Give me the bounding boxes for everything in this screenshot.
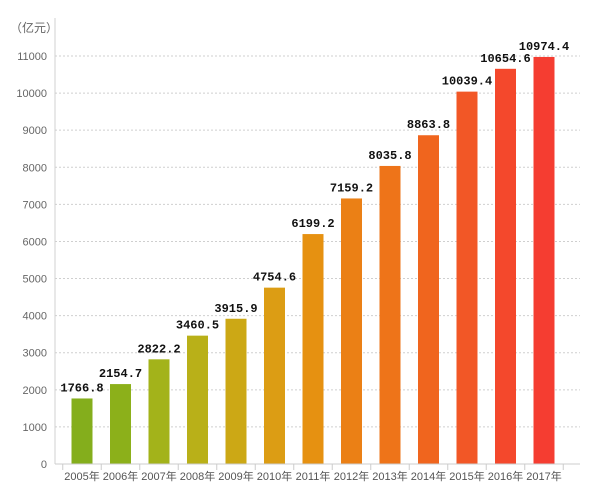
data-label: 10039.4 xyxy=(442,75,492,89)
y-tick-label: 2000 xyxy=(23,385,47,397)
x-tick-label: 2008年 xyxy=(180,469,215,483)
data-label: 3460.5 xyxy=(176,319,219,333)
data-label: 6199.2 xyxy=(291,217,334,231)
data-label: 1766.8 xyxy=(60,381,103,395)
y-tick-label: 1000 xyxy=(23,422,47,434)
y-tick-label: 10000 xyxy=(16,88,47,100)
bar xyxy=(264,287,285,464)
bar xyxy=(379,165,401,464)
y-tick-label: 0 xyxy=(41,459,47,471)
data-label: 2822.2 xyxy=(137,342,180,356)
bars xyxy=(71,56,555,465)
y-tick-label: 9000 xyxy=(23,125,47,137)
grid-lines xyxy=(55,55,580,428)
bar xyxy=(456,91,478,465)
y-tick-label: 7000 xyxy=(23,199,47,211)
y-tick-label: 8000 xyxy=(23,162,47,174)
bar xyxy=(187,335,208,464)
x-tick-label: 2005年 xyxy=(64,469,99,483)
data-label: 2154.7 xyxy=(99,367,142,381)
data-label: 10974.4 xyxy=(519,40,569,54)
x-tick-label: 2012年 xyxy=(334,469,369,483)
y-tick-label: 6000 xyxy=(23,236,47,248)
x-tick-label: 2006年 xyxy=(103,469,138,483)
y-tick-label: 4000 xyxy=(23,311,47,323)
x-tick-label: 2013年 xyxy=(372,469,407,483)
x-axis: 2005年 2006年 2007年 2008年 2009年 2010年 2011年 2012年… xyxy=(55,463,580,483)
data-label: 7159.2 xyxy=(330,181,373,195)
bar xyxy=(110,384,131,464)
x-tick-label: 2016年 xyxy=(488,469,523,483)
bar xyxy=(148,359,170,464)
y-tick-label: 3000 xyxy=(23,348,47,360)
x-tick-label: 2014年 xyxy=(411,469,446,483)
bar xyxy=(225,318,247,464)
bar xyxy=(302,234,324,464)
y-tick-label: 5000 xyxy=(23,274,47,286)
x-tick-label: 2015年 xyxy=(449,469,484,483)
data-label: 4754.6 xyxy=(253,271,296,285)
x-tick-label: 2007年 xyxy=(141,469,176,483)
data-label: 8035.8 xyxy=(368,149,411,163)
bar xyxy=(341,198,362,464)
bar xyxy=(495,68,516,464)
y-tick-label: 11000 xyxy=(17,51,47,63)
x-tick-label: 2017年 xyxy=(526,469,561,483)
y-axis-unit-label: （亿元） xyxy=(10,20,58,35)
data-label: 10654.6 xyxy=(480,52,530,66)
bar xyxy=(418,135,439,465)
x-tick-label: 2011年 xyxy=(296,469,331,483)
x-tick-label: 2009年 xyxy=(218,469,253,483)
x-tick-label: 2010年 xyxy=(257,469,292,483)
y-axis: 0 1000 2000 3000 4000 5000 6000 7000 8000 9000 100… xyxy=(16,18,56,471)
bar xyxy=(71,398,93,464)
data-label: 3915.9 xyxy=(214,302,257,316)
data-label: 8863.8 xyxy=(407,118,450,132)
bar xyxy=(533,56,555,465)
